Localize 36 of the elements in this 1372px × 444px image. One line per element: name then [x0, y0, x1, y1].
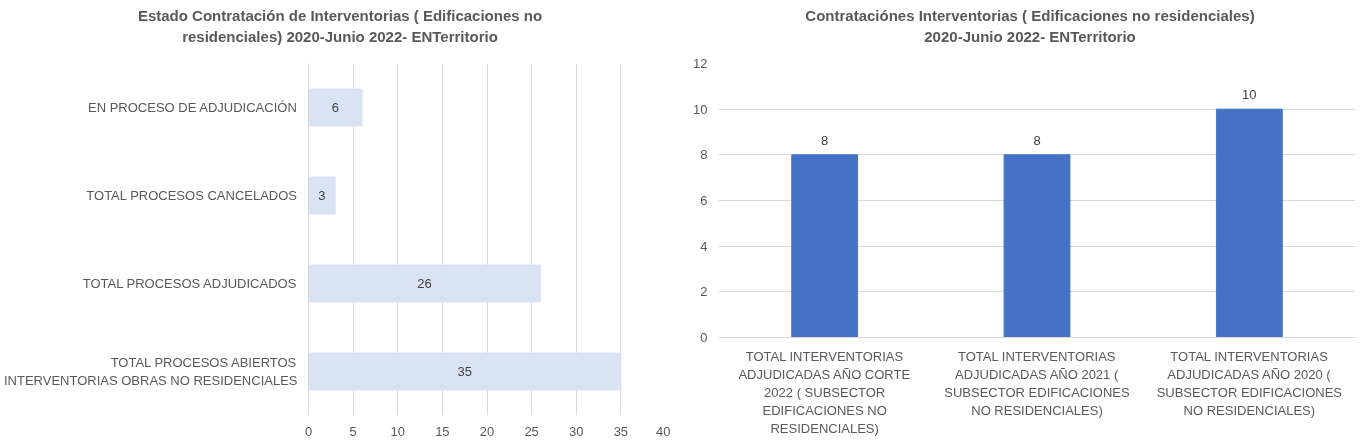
data-label: 35 [457, 363, 472, 379]
bar [308, 264, 542, 303]
data-label: 8 [1033, 132, 1041, 148]
x-tick-label: 5 [349, 423, 357, 439]
y-tick-label: TOTAL PROCESOS ADJUDICADOS [82, 275, 297, 291]
bar [308, 88, 363, 127]
data-label: 3 [318, 187, 326, 203]
x-tick-label: 35 [613, 423, 629, 439]
x-tick-label: TOTAL INTERVENTORIAS ADJUDICADAS AÑO CORTE 2022 ( SUBSECTOR EDIFICACIONES NO RESIDENCIALES) [738, 348, 911, 436]
y-tick-label: 2 [700, 284, 708, 300]
data-label: 26 [417, 275, 432, 291]
data-label: 10 [1242, 87, 1257, 103]
x-tick-label: TOTAL INTERVENTORIAS ADJUDICADAS AÑO 2020 ( SUBSECTOR EDIFICACIONES NO RESIDENCIALES) [1156, 348, 1343, 418]
chart-title: Contrataciónes Interventorias ( Edificaciones no residenciales) 2020-Junio 2022- ENTerritorio [805, 6, 1255, 48]
y-tick-label: TOTAL PROCESOS ABIERTOS INTERVENTORIAS OBRAS NO RESIDENCIALES [3, 354, 298, 388]
y-tick-label: EN PROCESO DE ADJUDICACIÓN [88, 99, 297, 115]
y-tick-label: 0 [700, 329, 708, 345]
data-label: 8 [821, 132, 829, 148]
x-tick-label: 15 [435, 423, 450, 439]
data-label: 6 [331, 99, 339, 115]
x-tick-label: 10 [390, 423, 405, 439]
y-tick-label: 10 [693, 101, 708, 117]
x-tick-label: TOTAL INTERVENTORIAS ADJUDICADAS AÑO 2021 ( SUBSECTOR EDIFICACIONES NO RESIDENCIALES) [944, 348, 1131, 418]
x-tick-label: 25 [524, 423, 539, 439]
y-tick-label: 6 [700, 192, 708, 208]
chart-title: Estado Contratación de Interventorias ( Edificaciones no residenciales) 2020-Junio 2022- ENTerritorio [137, 6, 543, 48]
y-tick-label: TOTAL PROCESOS CANCELADOS [86, 187, 298, 203]
bar [308, 176, 336, 215]
y-tick-label: 12 [693, 55, 708, 71]
y-tick-label: 4 [700, 238, 708, 254]
x-tick-label: 0 [304, 423, 313, 439]
bar [308, 352, 622, 391]
x-tick-label: 30 [569, 423, 584, 439]
x-tick-label: 40 [656, 423, 671, 439]
x-tick-label: 20 [479, 423, 495, 439]
y-tick-label: 8 [700, 147, 708, 163]
